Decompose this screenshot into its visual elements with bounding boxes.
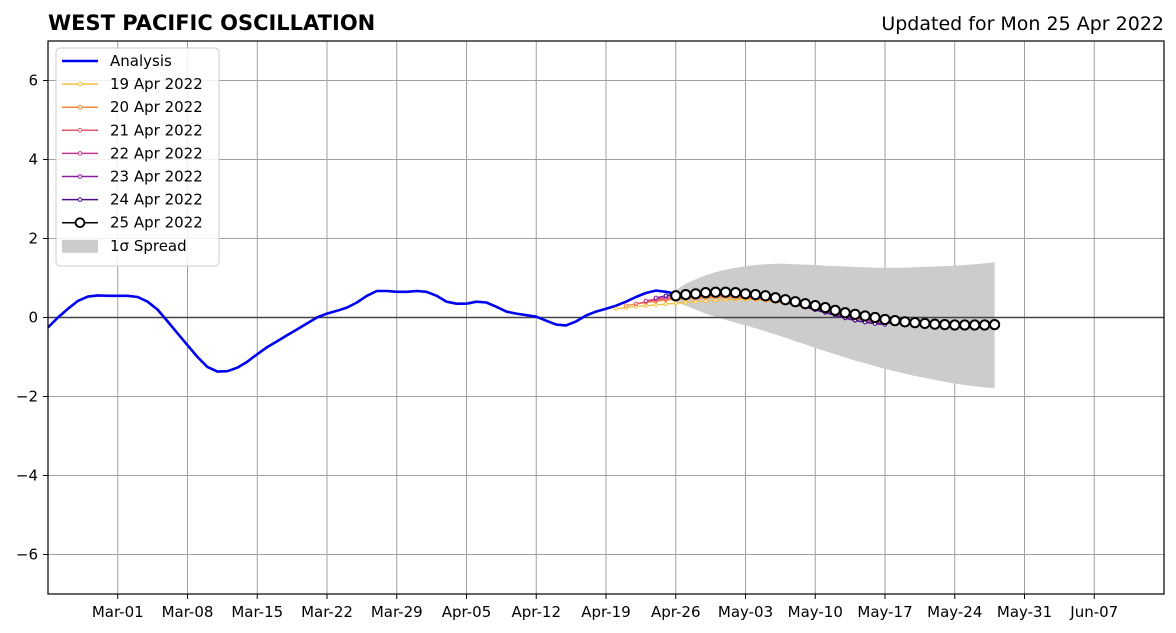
x-tick-label: Mar-01: [92, 603, 144, 621]
legend-marker: [77, 81, 83, 87]
y-tick-label: 0: [28, 309, 38, 327]
series-point: [949, 319, 961, 331]
series-point: [690, 288, 702, 300]
x-tick-label: Apr-19: [581, 603, 631, 621]
legend-label: 21 Apr 2022: [110, 121, 203, 139]
series-point: [899, 316, 911, 328]
series-point: [663, 301, 668, 307]
x-tick-label: Mar-08: [162, 603, 214, 621]
series-point: [653, 295, 658, 300]
chart-subtitle: Updated for Mon 25 Apr 2022: [881, 13, 1164, 35]
series-point: [710, 286, 722, 298]
series-point: [869, 311, 881, 324]
legend-box: [55, 47, 220, 267]
series-point: [683, 300, 688, 305]
series-point: [919, 317, 931, 330]
legend-label: Analysis: [110, 52, 172, 70]
series-point: [789, 296, 801, 308]
legend-marker: [77, 104, 83, 110]
y-tick-label: −2: [16, 388, 38, 406]
series-point: [929, 318, 941, 330]
legend-label: 20 Apr 2022: [110, 98, 203, 116]
series-point: [643, 298, 648, 304]
legend-label: 23 Apr 2022: [110, 168, 203, 186]
series-point: [819, 302, 831, 314]
series-point: [769, 292, 781, 304]
series-point: [700, 287, 712, 299]
series-point: [799, 298, 811, 310]
legend-marker: [77, 128, 83, 133]
series-point: [663, 293, 668, 298]
y-tick-label: 6: [28, 72, 38, 90]
x-tick-label: Apr-05: [442, 603, 492, 621]
legend-marker: [74, 217, 86, 229]
x-tick-label: May-24: [927, 603, 982, 621]
legend: Analysis 19 Apr 2022 20 Apr 2022 21 Apr 202…: [55, 47, 220, 267]
legend-marker: [77, 151, 83, 156]
series-point: [979, 319, 991, 331]
legend-label: 22 Apr 2022: [110, 144, 203, 162]
series-point: [989, 319, 1001, 331]
chart-title: WEST PACIFIC OSCILLATION: [48, 11, 375, 35]
axes: Mar-01 Mar-08 Mar-15 Mar-22 Mar-29 Apr-05 Apr-…: [16, 40, 1165, 621]
series-point: [719, 286, 732, 298]
series-point: [670, 290, 682, 302]
series-point: [909, 317, 921, 329]
x-tick-label: Mar-29: [371, 603, 423, 621]
series-point: [849, 308, 861, 320]
series-point: [969, 319, 981, 331]
series-point: [613, 306, 619, 311]
series-point: [749, 288, 762, 301]
x-tick-label: May-17: [857, 603, 912, 621]
series-point: [879, 313, 891, 326]
series-point: [729, 287, 742, 299]
x-tick-label: May-10: [788, 603, 843, 621]
series-point: [623, 303, 629, 308]
series-point: [653, 302, 658, 307]
x-tick-label: May-31: [997, 603, 1052, 621]
y-tick-label: −6: [16, 546, 38, 564]
series-point: [633, 301, 638, 306]
series-point: [739, 288, 752, 300]
x-tick-label: Apr-26: [651, 603, 701, 621]
legend-label: 25 Apr 2022: [110, 214, 203, 232]
legend-marker: [77, 197, 83, 202]
series-point: [859, 310, 871, 322]
series-point: [829, 304, 841, 316]
y-tick-label: 4: [28, 151, 38, 169]
x-tick-label: Mar-22: [301, 603, 353, 621]
series-point: [839, 307, 851, 319]
legend-swatch: [62, 239, 98, 253]
series-point: [959, 319, 971, 331]
x-tick-label: Jun-07: [1069, 603, 1118, 621]
series-lines: [47, 286, 1001, 373]
series-point: [680, 288, 692, 301]
series-line: [47, 289, 677, 373]
series-point: [939, 319, 951, 331]
legend-label: 19 Apr 2022: [110, 75, 203, 93]
y-tick-label: −4: [16, 467, 38, 485]
legend-label: 24 Apr 2022: [110, 191, 203, 209]
series-point: [809, 300, 821, 312]
series-point: [673, 301, 678, 306]
x-tick-label: Mar-15: [231, 603, 283, 621]
x-tick-label: May-03: [718, 603, 773, 621]
series-point: [759, 290, 772, 302]
series-point: [779, 294, 791, 306]
legend-label: 1σ Spread: [110, 237, 187, 255]
y-tick-label: 2: [28, 230, 38, 248]
x-tick-label: Apr-12: [512, 603, 562, 621]
series-point: [889, 315, 901, 327]
legend-marker: [77, 174, 83, 179]
